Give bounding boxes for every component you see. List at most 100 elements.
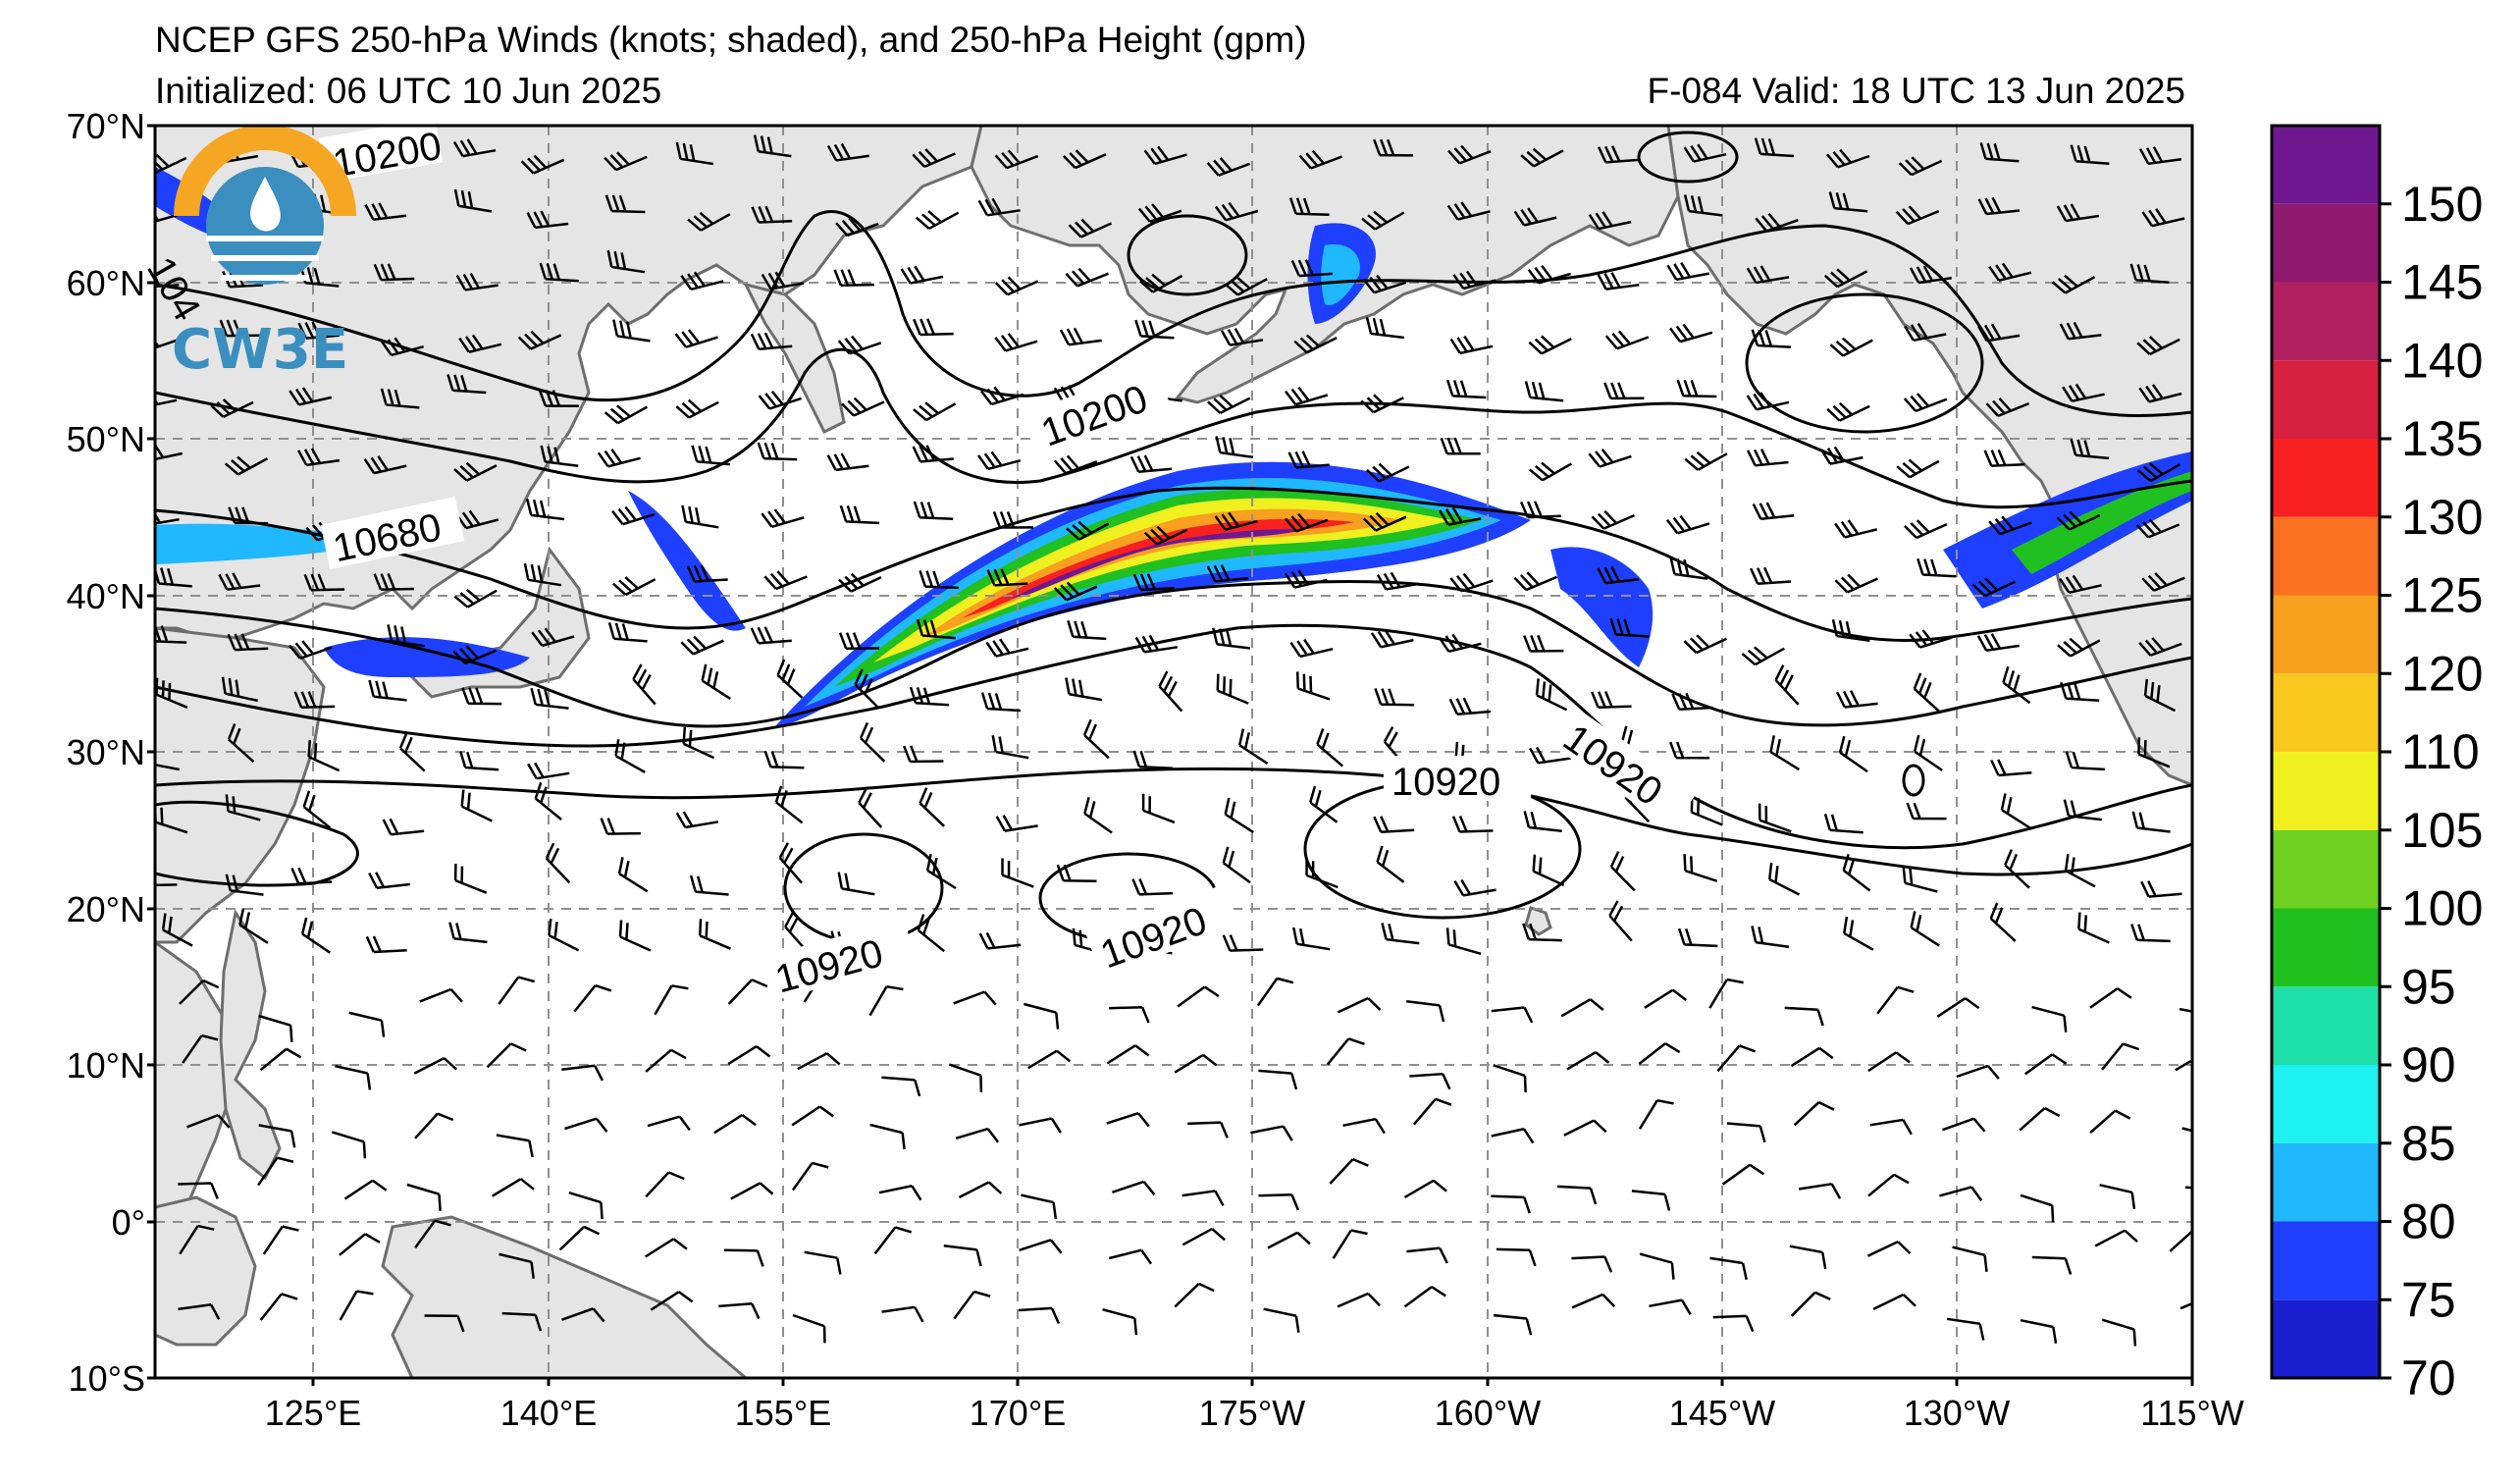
wind-barb [763,750,805,769]
colorbar-segment [2272,1221,2380,1300]
wind-barb [916,618,956,640]
wind-barb [612,576,656,597]
colorbar-segment [2272,282,2380,361]
colorbar-label: 150 [2401,177,2483,232]
wind-barb [296,448,341,467]
wind-barb [1976,633,2020,652]
wind-barb [925,853,957,890]
wind-barb [1412,1097,1452,1126]
wind-barb [2051,274,2096,294]
wind-barb [909,686,950,707]
wind-barb [859,721,886,763]
lon-label: 155°E [735,1393,831,1433]
wind-barb [1024,1002,1060,1030]
wind-barb [1842,854,1871,892]
wind-barb [1952,1245,1988,1272]
wind-barb [178,1182,219,1199]
wind-barb [498,976,536,1005]
colorbar-segment [2272,203,2380,283]
wind-barb [992,511,1034,529]
wind-barb [994,276,1039,296]
wind-barb [224,455,269,476]
wind-barb [414,1112,454,1139]
wind-barb [2059,321,2102,341]
wind-barb [881,1305,924,1323]
wind-barb [453,864,488,894]
wind-barb [1603,382,1645,400]
colorbar-segment [2272,360,2380,439]
wind-barb [1337,996,1382,1014]
wind-barb [1683,854,1718,882]
wind-barb [221,676,258,703]
wind-barb [218,572,261,591]
wind-barb [368,679,407,702]
wind-barb [1588,449,1632,468]
wind-barb [1309,785,1339,823]
wind-barb [1224,797,1254,834]
wind-barb [650,1291,694,1311]
wind-barb [1869,1118,1913,1136]
lat-label: 10°S [69,1358,145,1399]
wind-barb [1129,454,1173,473]
wind-barb [1823,813,1864,834]
wind-barb [900,265,944,285]
wind-barb [835,217,879,238]
lat-label: 20°N [67,889,145,929]
wind-barb [687,211,731,232]
wind-barb [2031,1005,2068,1033]
wind-barb [985,638,1029,658]
wind-barb [1834,519,1878,539]
wind-barb [339,1290,374,1321]
wind-barb [302,790,331,829]
wind-barb [2131,811,2171,833]
wind-barb [837,872,875,896]
wind-barb [2059,574,2102,595]
wind-barb [523,562,562,587]
wind-barb [1677,927,1718,948]
wind-barb [977,450,1022,471]
wind-barb [2070,144,2110,166]
lat-label: 0° [112,1202,145,1243]
land-east-asia [155,626,326,944]
wind-barb [2179,1294,2192,1310]
wind-barb [1529,746,1572,765]
wind-barb [919,787,945,827]
wind-barb [1609,617,1650,638]
wind-barb [680,271,724,291]
wind-barb [1843,916,1874,951]
wind-barb [986,568,1028,587]
wind-barb [1669,741,1710,760]
wind-barb [1059,327,1102,346]
wind-barb [600,818,641,835]
wind-barb [2056,510,2101,531]
wind-barb [841,397,885,417]
lon-label: 140°E [500,1393,597,1433]
lat-label: 50°N [67,419,145,459]
wind-barb [1828,191,1868,213]
wind-barb [368,872,410,890]
wind-barb [227,723,255,764]
wind-barb [496,1134,534,1158]
wind-barb [958,1181,1003,1199]
wind-barb [568,1192,604,1220]
wind-barb [455,272,499,291]
wind-barb [614,739,646,773]
wind-barb [1177,985,1220,1008]
lat-label: 70°N [67,106,145,146]
wind-barb [387,624,425,648]
wind-barb [854,668,880,710]
lon-label: 175°W [1199,1393,1305,1433]
wind-barb [1789,1245,1827,1270]
wind-barb [1403,1286,1446,1308]
wind-barb [1939,1186,1983,1202]
wind-barb [1298,149,1343,170]
wind-barb [1206,157,1251,177]
wind-barb [1106,1111,1150,1128]
wind-barb [826,142,869,162]
colorbar-segment [2272,829,2380,909]
wind-barb [2020,1318,2058,1345]
wind-barb [1513,207,1557,227]
wind-barb [1556,1185,1598,1205]
wind-barb [452,645,497,665]
